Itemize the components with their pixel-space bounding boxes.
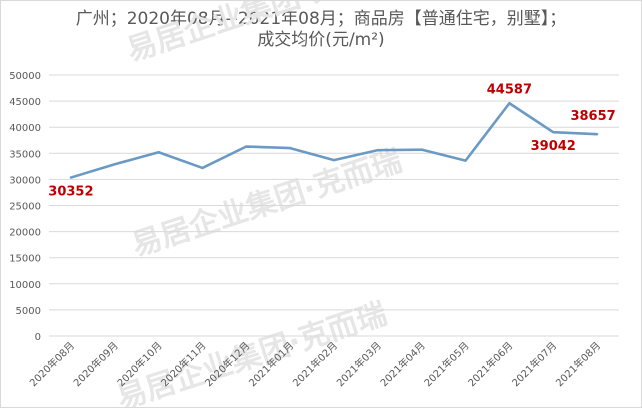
data-point bbox=[245, 145, 248, 148]
y-tick-label: 10000 bbox=[9, 280, 41, 291]
x-tick-label: 2021年06月 bbox=[465, 339, 515, 389]
data-label: 30352 bbox=[48, 185, 93, 200]
watermark-text: 易居企业集团·克而瑞 bbox=[123, 1, 401, 69]
x-tick-label: 2020年09月 bbox=[71, 339, 121, 389]
gridlines bbox=[49, 74, 619, 337]
data-point bbox=[288, 146, 292, 150]
y-tick-label: 5000 bbox=[16, 306, 41, 317]
data-point bbox=[595, 133, 599, 136]
data-point bbox=[376, 148, 380, 152]
data-point bbox=[420, 148, 423, 151]
data-point bbox=[508, 102, 511, 105]
chart-title: 广州；2020年08月--2021年08月；商品房【普通住宅，别墅】； 成交均价… bbox=[1, 9, 641, 51]
chart-title-line2: 成交均价(元/m²) bbox=[257, 30, 385, 50]
data-label: 38657 bbox=[570, 109, 615, 124]
data-point bbox=[113, 163, 116, 166]
chart-title-line1: 广州；2020年08月--2021年08月；商品房【普通住宅，别墅】； bbox=[75, 9, 567, 29]
x-tick-label: 2021年08月 bbox=[553, 339, 603, 389]
x-tick-label: 2021年05月 bbox=[421, 339, 471, 389]
data-point bbox=[69, 176, 73, 179]
y-tick-label: 45000 bbox=[9, 97, 41, 108]
data-label: 39042 bbox=[531, 139, 576, 154]
x-tick-label: 2020年08月 bbox=[27, 339, 77, 389]
data-point bbox=[552, 131, 555, 134]
data-point bbox=[332, 158, 336, 162]
data-label: 44587 bbox=[487, 82, 532, 97]
y-tick-label: 20000 bbox=[9, 228, 41, 239]
y-tick-label: 0 bbox=[35, 332, 41, 343]
y-tick-label: 25000 bbox=[9, 202, 41, 213]
watermark-text: 易居企业集团·克而瑞 bbox=[128, 143, 406, 263]
data-point bbox=[201, 166, 204, 170]
y-tick-label: 35000 bbox=[9, 149, 41, 160]
y-tick-label: 15000 bbox=[9, 254, 41, 265]
series-line-group bbox=[69, 101, 599, 179]
y-tick-label: 50000 bbox=[9, 71, 41, 82]
y-tick-label: 40000 bbox=[9, 123, 41, 134]
data-labels: 30352 44587 39042 38657 bbox=[48, 82, 615, 199]
y-tick-label: 30000 bbox=[9, 175, 41, 186]
x-tick-label: 2021年07月 bbox=[509, 339, 559, 389]
x-tick-label: 2021年03月 bbox=[334, 339, 384, 389]
y-axis-ticks: 0 5000 10000 15000 20000 25000 30000 35000 40000… bbox=[9, 71, 41, 343]
x-tick-label: 2021年04月 bbox=[377, 339, 427, 389]
data-point bbox=[157, 151, 160, 154]
data-point bbox=[464, 159, 467, 162]
